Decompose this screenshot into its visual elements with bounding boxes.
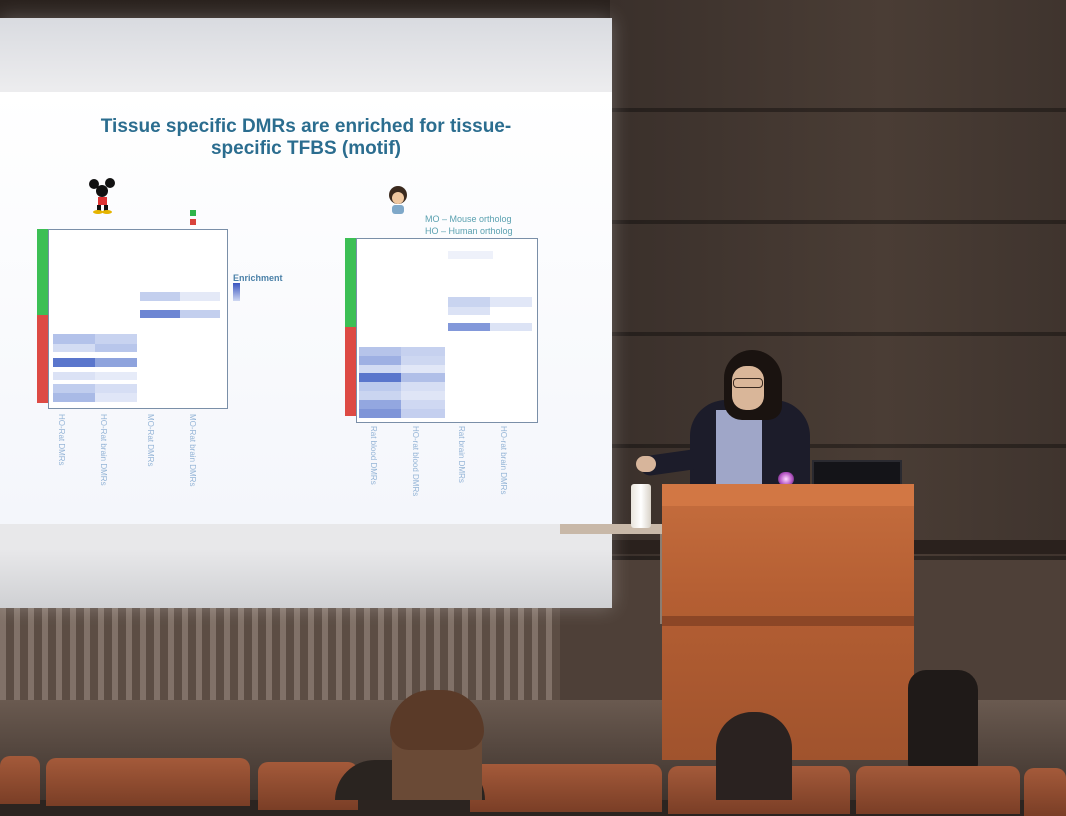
heatmap-cell bbox=[53, 358, 95, 367]
speaker-face bbox=[732, 366, 764, 410]
heatmap-cell bbox=[140, 310, 180, 318]
heatmap-cell bbox=[95, 372, 137, 380]
mouse-cartoon-icon bbox=[89, 178, 115, 214]
heatmap-cell bbox=[448, 251, 493, 259]
heatmap-cell bbox=[401, 373, 445, 382]
right-xlabel-4: HO-rat brain DMRs bbox=[499, 426, 508, 495]
heatmap-cell bbox=[53, 334, 95, 344]
legend-human-ortholog: HO – Human ortholog bbox=[425, 226, 513, 236]
left-xlabel-3: MO-Rat DMRs bbox=[146, 414, 155, 467]
seat bbox=[470, 764, 662, 812]
speaker-shirt bbox=[716, 410, 762, 488]
heatmap-cell bbox=[53, 384, 95, 393]
heatmap-cell bbox=[359, 400, 401, 409]
seat bbox=[1024, 768, 1066, 816]
legend-swatch-green bbox=[190, 210, 196, 216]
human-cartoon-icon bbox=[389, 186, 407, 214]
heatmap-cell bbox=[359, 356, 401, 365]
heatmap-cell bbox=[359, 391, 401, 400]
audience-member-head bbox=[716, 712, 792, 800]
left-xlabel-4: MO-Rat brain DMRs bbox=[188, 414, 197, 487]
heatmap-cell bbox=[448, 307, 490, 315]
heatmap-cell bbox=[53, 372, 95, 380]
radiator bbox=[0, 596, 560, 700]
heatmap-cell bbox=[95, 384, 137, 393]
laptop-light bbox=[778, 472, 794, 486]
podium-top bbox=[662, 484, 914, 506]
right-heatmap-group-red bbox=[345, 327, 356, 416]
legend-swatch-red bbox=[190, 219, 196, 225]
left-xlabel-2: HO-Rat brain DMRs bbox=[99, 414, 108, 486]
heatmap-cell bbox=[401, 382, 445, 391]
heatmap-cell bbox=[401, 347, 445, 356]
enrichment-legend-title: Enrichment bbox=[233, 273, 283, 283]
heatmap-cell bbox=[180, 310, 220, 318]
right-xlabel-1: Rat blood DMRs bbox=[369, 426, 378, 485]
seat bbox=[46, 758, 250, 806]
heatmap-cell bbox=[53, 344, 95, 352]
heatmap-cell bbox=[359, 365, 401, 373]
heatmap-cell bbox=[490, 297, 532, 307]
heatmap-cell bbox=[359, 373, 401, 382]
heatmap-cell bbox=[180, 292, 220, 301]
left-heatmap bbox=[48, 229, 228, 409]
slide-title-line-2: specific TFBS (motif) bbox=[210, 138, 401, 159]
heatmap-cell bbox=[95, 393, 137, 402]
heatmap-cell bbox=[95, 334, 137, 344]
heatmap-cell bbox=[359, 409, 401, 418]
left-heatmap-group-green bbox=[37, 229, 48, 315]
seat bbox=[0, 756, 40, 804]
right-heatmap-group-green bbox=[345, 238, 356, 327]
heatmap-cell bbox=[401, 365, 445, 373]
heatmap-cell bbox=[401, 391, 445, 400]
heatmap-cell bbox=[359, 382, 401, 391]
heatmap-cell bbox=[490, 323, 532, 331]
left-heatmap-group-red bbox=[37, 315, 48, 403]
speaker-hand bbox=[636, 456, 656, 472]
left-xlabel-1: HO-Rat DMRs bbox=[57, 414, 66, 466]
heatmap-cell bbox=[140, 292, 180, 301]
seat bbox=[856, 766, 1020, 814]
right-xlabel-2: HO-rat blood DMRs bbox=[411, 426, 420, 497]
heatmap-cell bbox=[359, 347, 401, 356]
heatmap-cell bbox=[401, 356, 445, 365]
legend-mouse-ortholog: MO – Mouse ortholog bbox=[425, 214, 512, 224]
heatmap-cell bbox=[95, 358, 137, 367]
heatmap-cell bbox=[95, 344, 137, 352]
heatmap-cell bbox=[448, 297, 490, 307]
right-heatmap bbox=[356, 238, 538, 423]
bag bbox=[908, 670, 978, 770]
heatmap-cell bbox=[53, 393, 95, 402]
audience-member-hair bbox=[390, 690, 484, 750]
enrichment-color-scale bbox=[233, 283, 240, 301]
cup bbox=[631, 484, 651, 528]
side-table bbox=[560, 524, 672, 534]
heatmap-cell bbox=[401, 400, 445, 409]
right-xlabel-3: Rat brain DMRs bbox=[457, 426, 466, 483]
slide-title: Tissue specific DMRs are enriched for ti… bbox=[0, 116, 612, 160]
podium-seam bbox=[662, 616, 914, 626]
heatmap-cell bbox=[401, 409, 445, 418]
heatmap-cell bbox=[448, 323, 490, 331]
slide-title-line-1: Tissue specific DMRs are enriched for ti… bbox=[100, 116, 512, 137]
speaker-glasses bbox=[733, 378, 763, 388]
